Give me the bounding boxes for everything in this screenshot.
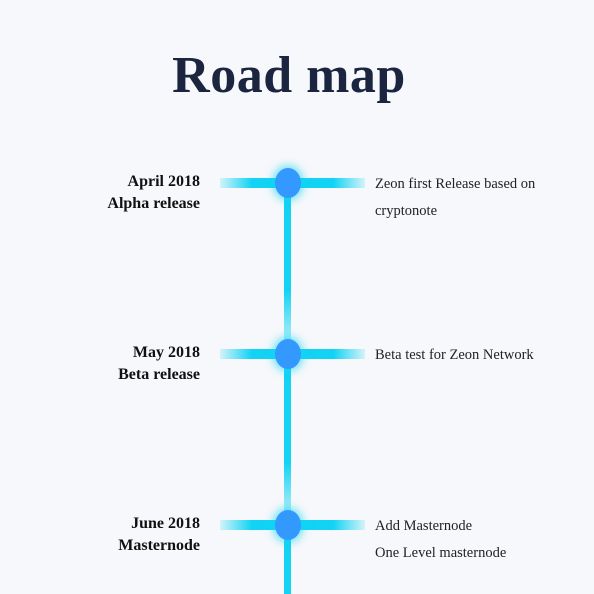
milestone-label: Beta release [118,366,200,383]
milestone-description: Zeon first Release based on cryptonote [375,176,536,219]
timeline-milestone: April 2018 Alpha release Zeon first Rele… [0,168,594,243]
milestone-label: Alpha release [107,195,200,212]
milestone-description: Add Masternode One Level masternode [375,513,580,567]
milestone-node-icon [275,168,301,198]
page-title: Road map [172,47,406,104]
milestone-date: April 2018 [127,173,200,190]
milestone-node-icon [275,510,301,540]
timeline-line [284,183,291,594]
timeline-milestone: June 2018 Masternode Add Masternode One … [0,510,594,585]
milestone-description: Beta test for Zeon Network [375,347,534,363]
milestone-node-icon [275,339,301,369]
milestone-date: May 2018 [132,344,200,361]
milestone-description-line: One Level masternode [375,545,507,561]
milestone-heading: April 2018 Alpha release [107,171,200,215]
milestone-heading: May 2018 Beta release [118,342,200,386]
milestone-heading: June 2018 Masternode [118,513,200,557]
milestone-date: June 2018 [131,515,200,532]
timeline-milestone: May 2018 Beta release Beta test for Zeon… [0,339,594,414]
milestone-description-line: Add Masternode [375,518,473,534]
milestone-label: Masternode [118,537,200,554]
